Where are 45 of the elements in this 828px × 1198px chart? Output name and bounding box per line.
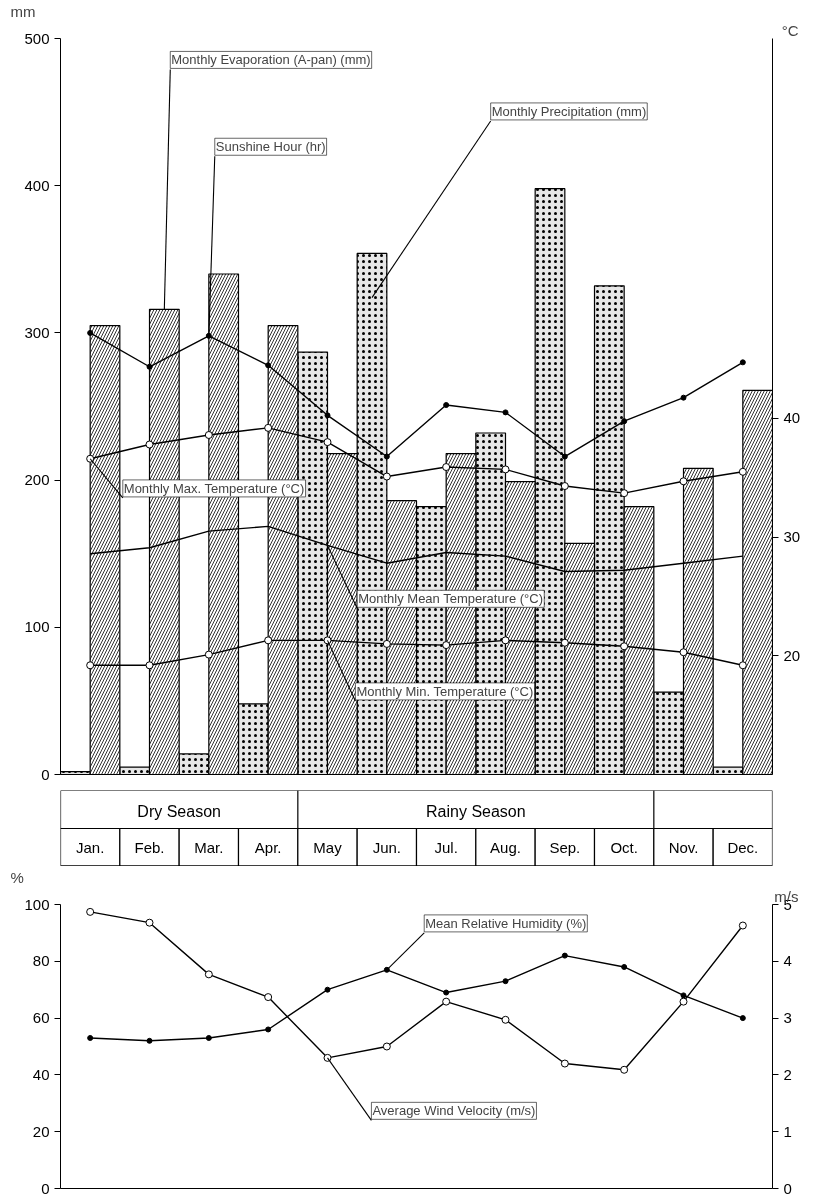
- y-axis-title: mm: [10, 2, 36, 20]
- text: Mean Relative Humidity (%): [425, 915, 587, 931]
- y2-tick-label: 20: [783, 646, 801, 664]
- y-tick-label: 300: [24, 323, 50, 341]
- x-tick-label: May: [313, 839, 343, 856]
- x-tick-label: Mar.: [194, 839, 224, 856]
- x-tick-label: Sep.: [549, 839, 581, 856]
- y-tick-label: 100: [24, 895, 50, 913]
- x-tick-label: Jan.: [75, 839, 105, 856]
- y-axis-title: %: [10, 868, 24, 886]
- y2-tick-label: 4: [783, 952, 792, 970]
- y2-tick-label: 30: [783, 528, 801, 546]
- text: Average Wind Velocity (m/s): [372, 1103, 536, 1119]
- text: Rainy Season: [426, 802, 526, 820]
- x-tick-label: Feb.: [134, 839, 165, 856]
- y-tick-label: 500: [24, 29, 50, 47]
- text: Monthly Max. Temperature (°C): [123, 480, 305, 496]
- y-tick-label: 0: [41, 765, 50, 783]
- y-tick-label: 0: [41, 1179, 50, 1197]
- x-tick-label: Nov.: [668, 839, 699, 856]
- y2-axis-title: °C: [781, 21, 799, 39]
- text: Dry Season: [137, 802, 221, 820]
- x-tick-label: Jun.: [372, 839, 402, 856]
- y-tick-label: 20: [32, 1122, 50, 1140]
- y2-tick-label: 2: [783, 1065, 792, 1083]
- y-tick-label: 100: [24, 618, 50, 636]
- x-tick-label: Oct.: [610, 839, 638, 856]
- series-label: Monthly Mean Temperature (°C): [358, 591, 544, 607]
- text: Monthly Min. Temperature (°C): [356, 683, 534, 699]
- y2-tick-label: 1: [783, 1122, 792, 1140]
- y2-tick-label: 3: [783, 1009, 792, 1027]
- y-tick-label: 40: [32, 1065, 50, 1083]
- x-tick-label: Dec.: [727, 839, 759, 856]
- y-tick-label: 60: [32, 1009, 50, 1027]
- y-tick-label: 400: [24, 176, 50, 194]
- y-tick-label: 200: [24, 471, 50, 489]
- y-tick-label: 80: [32, 952, 50, 970]
- x-tick-label: Jul.: [434, 839, 458, 856]
- y2-tick-label: 40: [783, 409, 801, 427]
- y2-tick-label: 0: [783, 1179, 792, 1197]
- x-tick-label: Apr.: [254, 839, 282, 856]
- text: Sunshine Hour (hr): [215, 139, 326, 155]
- x-tick-label: Aug.: [490, 839, 521, 856]
- text: Monthly Evaporation (A-pan) (mm): [171, 52, 371, 68]
- text: Monthly Precipitation (mm): [491, 103, 647, 119]
